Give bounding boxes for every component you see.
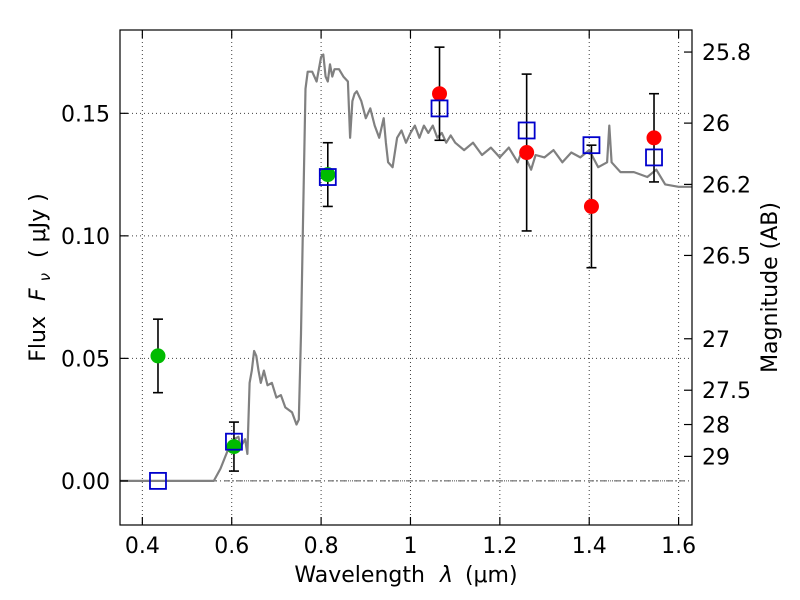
spectrum-line: [120, 53, 692, 482]
x-tick-label: 1.6: [661, 534, 696, 559]
data-point: [150, 348, 166, 364]
y2-tick-label: 26.2: [702, 173, 751, 198]
x-axis-title-symbol: λ: [439, 563, 453, 588]
x-axis-title-text: Wavelength: [294, 563, 425, 588]
y2-tick-label: 27.5: [702, 379, 751, 404]
model-point: [430, 99, 449, 118]
y2-tick-label: 26.5: [702, 244, 751, 269]
x-tick-label: 0.4: [125, 534, 160, 559]
y-tick-label: 0.15: [61, 102, 110, 127]
y-axis-title-subscript: ν: [36, 273, 54, 281]
x-tick-label: 1.4: [572, 534, 607, 559]
model-point: [582, 136, 601, 155]
plot-frame: [119, 29, 693, 526]
x-tick-label: 1.2: [482, 534, 517, 559]
y2-tick-label: 26: [702, 112, 730, 137]
axis-ticks: 0.4 0.6 0.8 1 1.2 1.4 1.6 0.00 0.05 0.10 0.15 25.8 2…: [61, 30, 751, 559]
y2-tick-label: 28: [702, 414, 730, 439]
y-axis-title-text: Flux: [26, 316, 51, 362]
model-point: [225, 432, 243, 451]
x-tick-label: 0.6: [214, 534, 249, 559]
data-point: [583, 198, 599, 214]
data-point: [519, 145, 535, 161]
y2-axis-title: Magnitude (AB): [758, 202, 783, 373]
model-point: [318, 168, 337, 186]
data-point: [320, 167, 336, 183]
x-axis-title: Wavelength λ (μm): [294, 563, 517, 588]
y2-tick-label: 29: [702, 445, 730, 470]
data-point: [432, 86, 448, 102]
y2-tick-label: 25.8: [702, 41, 751, 66]
y-tick-label: 0.00: [61, 470, 110, 495]
plot-area: [120, 46, 692, 490]
data-point: [646, 130, 662, 146]
y-axis-title-unit: ( μJy ): [26, 193, 51, 258]
model-point: [517, 121, 536, 140]
y-tick-label: 0.10: [61, 225, 110, 250]
x-axis-title-unit: (μm): [465, 563, 518, 588]
y-tick-label: 0.05: [61, 347, 110, 372]
y-axis-title-symbol: F: [26, 288, 51, 301]
y2-tick-label: 27: [702, 328, 730, 353]
x-tick-label: 1: [403, 534, 417, 559]
model-point: [645, 148, 663, 167]
x-tick-label: 0.8: [304, 534, 339, 559]
model-point: [149, 471, 167, 490]
y-axis-title: Flux F ν ( μJy ): [26, 193, 56, 361]
data-point: [226, 439, 242, 455]
grid-lines: [120, 30, 692, 525]
